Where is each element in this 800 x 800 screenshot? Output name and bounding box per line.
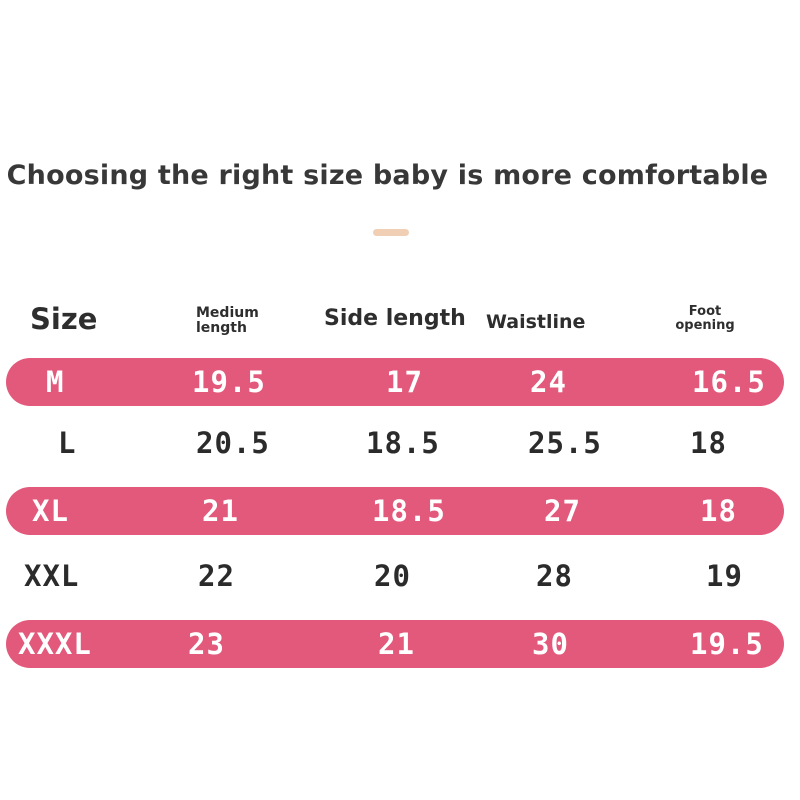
cell-foot-opening: 18: [700, 494, 737, 528]
cell-medium-length: 21: [202, 494, 239, 528]
cell-foot-opening: 19.5: [690, 627, 764, 661]
title-divider: [373, 229, 409, 236]
cell-waistline: 27: [544, 494, 581, 528]
size-row-m: M 19.5 17 24 16.5: [6, 358, 784, 406]
size-row-xl: XL 21 18.5 27 18: [6, 487, 784, 535]
size-row-l: L 20.5 18.5 25.5 18: [6, 419, 784, 467]
cell-side-length: 18.5: [372, 494, 446, 528]
header-waistline: Waistline: [486, 311, 586, 333]
cell-waistline: 28: [536, 559, 573, 593]
header-foot-opening: Foot opening: [672, 305, 738, 332]
cell-side-length: 17: [386, 365, 423, 399]
size-row-xxxl: XXXL 23 21 30 19.5: [6, 620, 784, 668]
header-medium-line2: length: [196, 319, 247, 336]
cell-size: XL: [32, 494, 69, 528]
cell-waistline: 24: [530, 365, 567, 399]
cell-side-length: 20: [374, 559, 411, 593]
header-medium-length: Medium length: [196, 306, 259, 335]
cell-waistline: 30: [532, 627, 569, 661]
page-title: Choosing the right size baby is more com…: [6, 160, 769, 191]
cell-foot-opening: 18: [690, 426, 727, 460]
header-foot-line1: Foot: [688, 304, 722, 319]
size-row-xxl: XXL 22 20 28 19: [6, 552, 784, 600]
table-header: Size Medium length Side length Waistline…: [0, 290, 800, 350]
cell-medium-length: 23: [188, 627, 225, 661]
cell-size: XXL: [24, 559, 80, 593]
cell-medium-length: 22: [198, 559, 235, 593]
cell-size: XXXL: [18, 627, 92, 661]
header-medium-line1: Medium: [196, 305, 259, 321]
cell-foot-opening: 19: [706, 559, 743, 593]
cell-medium-length: 19.5: [192, 365, 266, 399]
cell-side-length: 18.5: [366, 426, 440, 460]
header-size: Size: [30, 302, 98, 336]
cell-foot-opening: 16.5: [692, 365, 766, 399]
cell-waistline: 25.5: [528, 426, 602, 460]
header-foot-line2: opening: [675, 317, 735, 333]
cell-size: M: [46, 365, 65, 399]
cell-size: L: [58, 426, 77, 460]
header-side-length: Side length: [324, 306, 466, 331]
cell-medium-length: 20.5: [196, 426, 270, 460]
cell-side-length: 21: [378, 627, 415, 661]
